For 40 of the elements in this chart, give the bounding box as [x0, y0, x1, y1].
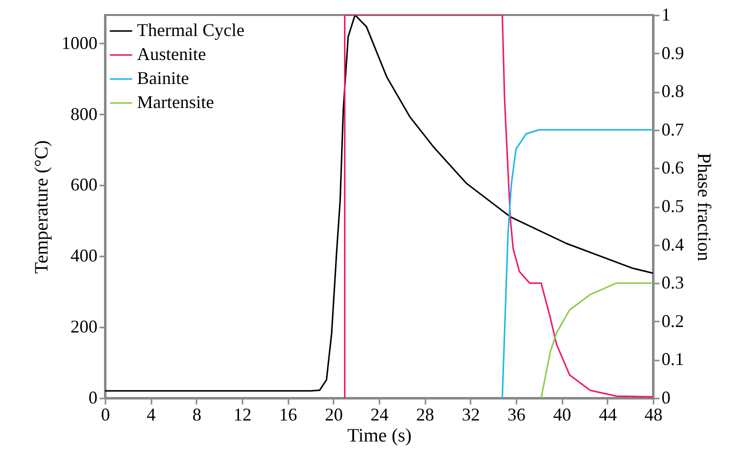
legend-label: Thermal Cycle: [137, 20, 244, 40]
y-tick-label: 1000: [62, 32, 98, 53]
y2-tick-label: 0.5: [662, 196, 684, 216]
x-tick-label: 4: [146, 404, 156, 424]
legend-label: Austenite: [137, 44, 206, 64]
y-tick-label: 600: [70, 174, 98, 195]
x-tick-label: 24: [370, 404, 388, 424]
y-tick-label: 800: [70, 104, 98, 124]
x-tick-label: 20: [324, 404, 343, 424]
x-tick-label: 16: [279, 404, 298, 424]
x-tick-label: 0: [101, 404, 110, 424]
legend-label: Martensite: [137, 92, 214, 112]
y-tick-label: 200: [70, 316, 98, 337]
y2-axis-title: Phase fraction: [693, 152, 714, 262]
legend-label: Bainite: [137, 68, 189, 88]
y2-tick-label: 0.6: [662, 158, 684, 178]
y2-tick-label: 0.8: [662, 81, 684, 102]
x-tick-label: 12: [234, 404, 252, 424]
x-tick-label: 40: [553, 404, 572, 424]
y2-tick-label: 0.7: [662, 119, 684, 140]
line-series: [105, 15, 653, 392]
y2-tick-label: 0.2: [662, 310, 684, 331]
line-series: [502, 129, 653, 398]
y-axis-title: Temperature (°C): [32, 140, 52, 274]
y2-tick-label: 0.9: [662, 42, 684, 63]
x-tick-label: 8: [192, 404, 202, 424]
x-axis-title: Time (s): [347, 426, 412, 446]
y2-tick-label: 1: [662, 4, 670, 24]
y2-tick-label: 0.4: [662, 234, 684, 254]
y2-tick-label: 0: [662, 388, 670, 408]
y2-tick-label: 0.1: [662, 349, 684, 370]
x-tick-label: 28: [416, 404, 434, 424]
x-tick-label: 48: [644, 404, 662, 424]
x-tick-label: 36: [508, 404, 526, 424]
y-tick-label: 0: [88, 388, 98, 408]
y2-tick-label: 0.3: [662, 272, 684, 293]
x-tick-label: 44: [598, 404, 617, 424]
line-series: [540, 282, 653, 398]
y-tick-label: 400: [70, 246, 98, 266]
x-tick-label: 32: [462, 404, 480, 424]
